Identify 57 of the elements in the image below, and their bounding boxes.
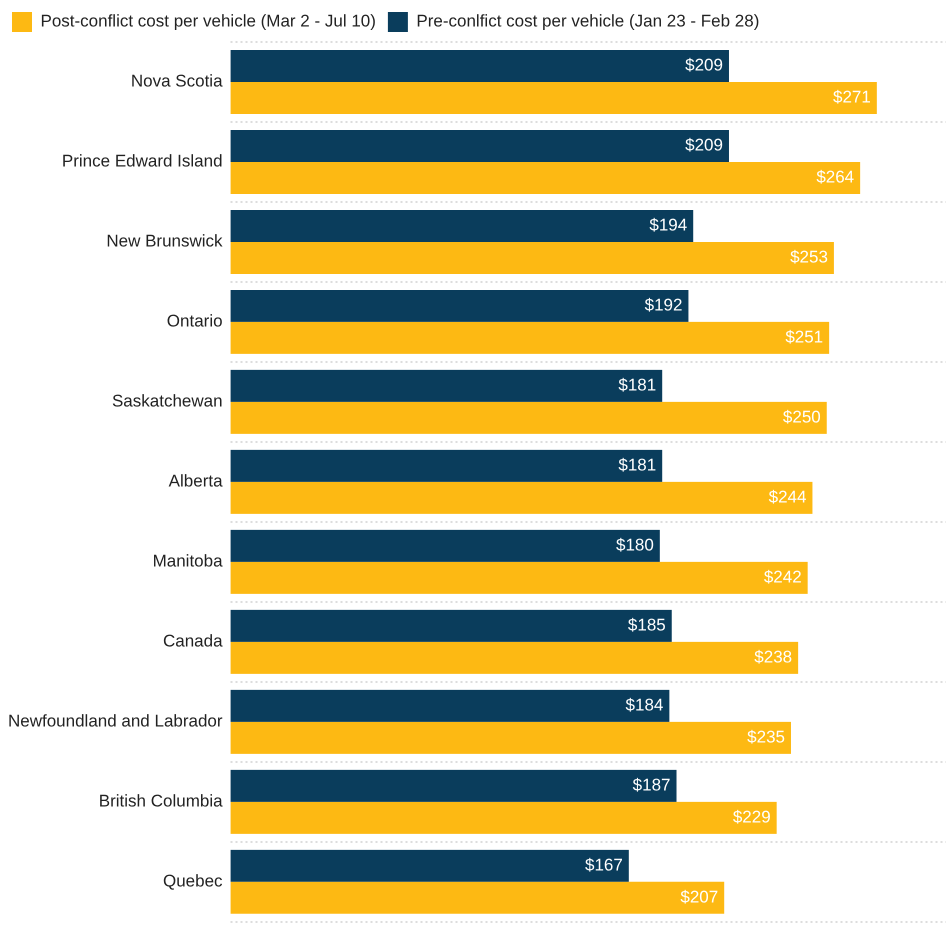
bar xyxy=(230,50,729,82)
data-label: $167 xyxy=(584,856,623,874)
data-label: $229 xyxy=(732,808,771,827)
bar xyxy=(230,722,791,754)
bar xyxy=(230,130,729,162)
bar xyxy=(230,850,629,882)
y-tick-label: Ontario xyxy=(166,312,223,331)
y-tick-label: Nova Scotia xyxy=(130,72,224,91)
data-label: $253 xyxy=(790,248,828,267)
data-label: $238 xyxy=(754,648,792,667)
data-label: $271 xyxy=(833,88,871,107)
bar xyxy=(230,450,662,482)
bar xyxy=(230,530,660,562)
data-label: $251 xyxy=(785,328,824,347)
bar xyxy=(230,370,662,402)
legend-label: Pre-conlfict cost per vehicle (Jan 23 - Feb 28) xyxy=(416,12,760,31)
y-tick-label: New Brunswick xyxy=(106,232,224,251)
bar xyxy=(230,162,860,194)
bar xyxy=(230,770,677,802)
data-label: $264 xyxy=(816,168,854,187)
bar xyxy=(230,642,798,674)
bar xyxy=(230,690,670,722)
bar xyxy=(230,242,834,274)
y-tick-label: Canada xyxy=(162,632,224,651)
bar xyxy=(230,210,694,242)
data-label: $244 xyxy=(768,488,806,507)
y-tick-label: Alberta xyxy=(168,472,224,491)
y-tick-label: Prince Edward Island xyxy=(62,152,223,171)
y-tick-label: British Columbia xyxy=(98,792,224,811)
data-label: $209 xyxy=(685,136,723,155)
bar xyxy=(230,562,808,594)
bar xyxy=(230,610,672,642)
data-label: $235 xyxy=(747,728,785,747)
y-tick-label: Manitoba xyxy=(152,552,224,571)
y-tick-label: Quebec xyxy=(163,871,224,890)
bar xyxy=(230,82,877,114)
data-label: $184 xyxy=(626,696,664,715)
data-label: $180 xyxy=(616,536,654,555)
data-label: $242 xyxy=(764,568,802,587)
bar xyxy=(230,402,827,434)
bar xyxy=(230,290,688,322)
data-label: $181 xyxy=(618,376,656,395)
y-tick-label: Newfoundland and Labrador xyxy=(8,712,223,731)
legend-label: Post-conflict cost per vehicle (Mar 2 - Jul 10) xyxy=(40,12,376,31)
y-tick-label: Saskatchewan xyxy=(112,392,223,411)
data-label: $194 xyxy=(649,216,688,235)
bar xyxy=(230,322,830,354)
data-label: $207 xyxy=(680,887,718,906)
data-label: $209 xyxy=(685,56,723,75)
data-label: $250 xyxy=(782,408,821,427)
bar xyxy=(230,482,812,514)
data-label: $185 xyxy=(628,616,666,635)
data-label: $181 xyxy=(618,456,656,475)
bar xyxy=(230,882,724,914)
data-label: $187 xyxy=(632,776,671,795)
bar xyxy=(230,802,777,834)
data-label: $192 xyxy=(644,296,682,315)
